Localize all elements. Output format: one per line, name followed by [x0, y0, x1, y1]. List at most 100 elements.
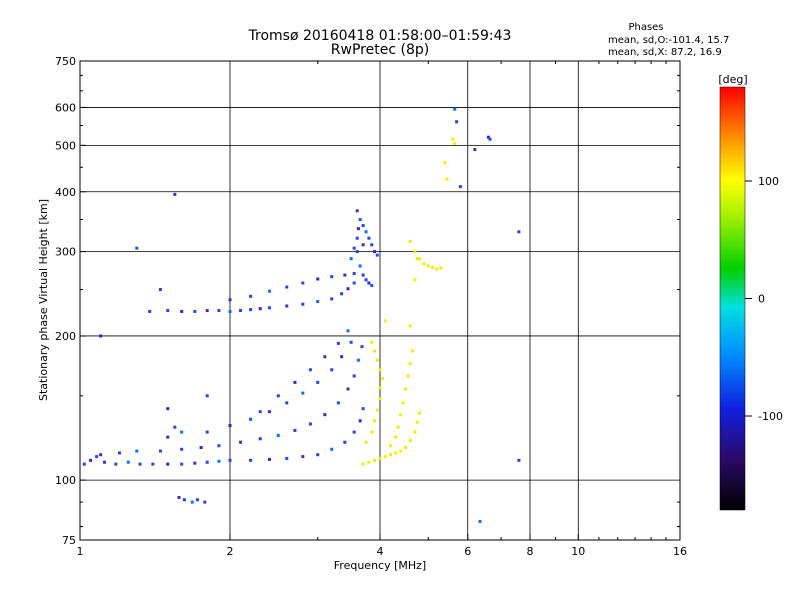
- o-mode-point: [370, 243, 374, 247]
- o-mode-point: [276, 433, 280, 437]
- o-mode-point: [478, 519, 482, 523]
- x-mode-point: [375, 358, 379, 362]
- x-mode-point: [381, 377, 385, 381]
- x-mode-point: [370, 340, 374, 344]
- x-tick-label: 4: [377, 545, 384, 558]
- o-mode-point: [135, 449, 139, 453]
- colorbar-ticks: 100 0 -100: [745, 175, 783, 423]
- o-mode-point: [258, 410, 262, 414]
- o-mode-point: [301, 302, 305, 306]
- o-mode-point: [276, 394, 280, 398]
- colorbar-tick-label: -100: [758, 410, 783, 423]
- o-mode-point: [356, 358, 360, 362]
- colorbar-tick-label: 100: [758, 175, 779, 188]
- o-mode-point: [205, 430, 209, 434]
- o-mode-point: [173, 425, 177, 429]
- o-mode-point: [301, 455, 305, 459]
- x-mode-point: [435, 267, 439, 271]
- x-mode-point: [361, 462, 365, 466]
- o-mode-point: [193, 309, 197, 313]
- o-mode-point: [166, 435, 170, 439]
- x-mode-point: [451, 137, 455, 141]
- o-mode-point: [364, 230, 368, 234]
- o-mode-point: [361, 407, 365, 411]
- o-mode-point: [316, 453, 320, 457]
- tick-layer: 1 2 4 6 8 10 16 75 100 200 300 400 500 600 750: [55, 55, 687, 558]
- o-mode-point: [375, 253, 379, 257]
- x-mode-point: [415, 257, 419, 261]
- o-mode-point: [488, 137, 492, 141]
- o-mode-point: [293, 380, 297, 384]
- y-tick-label: 75: [62, 534, 76, 547]
- o-mode-point: [373, 250, 377, 254]
- x-mode-point: [373, 419, 377, 423]
- data-points: [82, 107, 521, 523]
- o-mode-point: [355, 250, 359, 254]
- o-mode-point: [151, 462, 155, 466]
- o-mode-point: [455, 120, 459, 124]
- x-mode-point: [373, 349, 377, 353]
- phases-x-stats: mean, sd,X: 87.2, 16.9: [608, 47, 722, 58]
- o-mode-point: [166, 407, 170, 411]
- o-mode-point: [228, 458, 232, 462]
- o-mode-point: [135, 246, 139, 250]
- x-mode-point: [389, 444, 393, 448]
- o-mode-point: [217, 444, 221, 448]
- plot-area: 1 2 4 6 8 10 16 75 100 200 300 400 500 600 750: [55, 55, 687, 558]
- x-mode-point: [443, 161, 447, 165]
- o-mode-point: [293, 428, 297, 432]
- x-mode-point: [394, 435, 398, 439]
- o-mode-point: [205, 309, 209, 313]
- x-mode-point: [415, 420, 419, 424]
- o-mode-point: [228, 298, 232, 302]
- x-mode-point: [439, 266, 443, 270]
- o-mode-point: [158, 288, 162, 292]
- x-tick-label: 1: [77, 545, 84, 558]
- x-mode-point: [373, 458, 377, 462]
- o-mode-point: [330, 297, 334, 301]
- o-mode-point: [316, 380, 320, 384]
- o-mode-point: [352, 272, 356, 276]
- o-mode-point: [205, 460, 209, 464]
- x-mode-point: [383, 455, 387, 459]
- o-mode-point: [249, 417, 253, 421]
- o-mode-point: [114, 462, 118, 466]
- o-mode-point: [340, 355, 344, 359]
- x-mode-point: [422, 262, 426, 266]
- o-mode-point: [285, 285, 289, 289]
- o-mode-point: [205, 394, 209, 398]
- o-mode-point: [258, 307, 262, 311]
- o-mode-point: [82, 462, 86, 466]
- o-mode-point: [180, 462, 184, 466]
- o-mode-point: [358, 419, 362, 423]
- x-mode-point: [411, 349, 415, 353]
- o-mode-point: [228, 309, 232, 313]
- colorbar-label: [deg]: [718, 73, 747, 86]
- x-mode-point: [413, 278, 417, 282]
- o-mode-point: [177, 495, 181, 499]
- x-mode-point: [378, 368, 382, 372]
- phases-title: Phases: [628, 22, 663, 33]
- o-mode-point: [316, 300, 320, 304]
- o-mode-point: [99, 453, 103, 457]
- colorbar: [deg] 100 0 -100: [718, 73, 783, 511]
- o-mode-point: [323, 355, 327, 359]
- o-mode-point: [330, 368, 334, 372]
- x-mode-point: [408, 362, 412, 366]
- o-mode-point: [166, 462, 170, 466]
- x-mode-point: [375, 408, 379, 412]
- o-mode-point: [355, 236, 359, 240]
- o-mode-point: [148, 309, 152, 313]
- colorbar-tick-label: 0: [758, 293, 765, 306]
- y-tick-label: 300: [55, 246, 76, 259]
- x-mode-point: [367, 460, 371, 464]
- o-mode-point: [203, 500, 207, 504]
- o-mode-point: [180, 309, 184, 313]
- o-mode-point: [249, 458, 253, 462]
- o-mode-point: [367, 236, 371, 240]
- o-mode-point: [361, 243, 365, 247]
- x-mode-point: [396, 425, 400, 429]
- o-mode-point: [99, 334, 103, 338]
- o-mode-point: [367, 281, 371, 285]
